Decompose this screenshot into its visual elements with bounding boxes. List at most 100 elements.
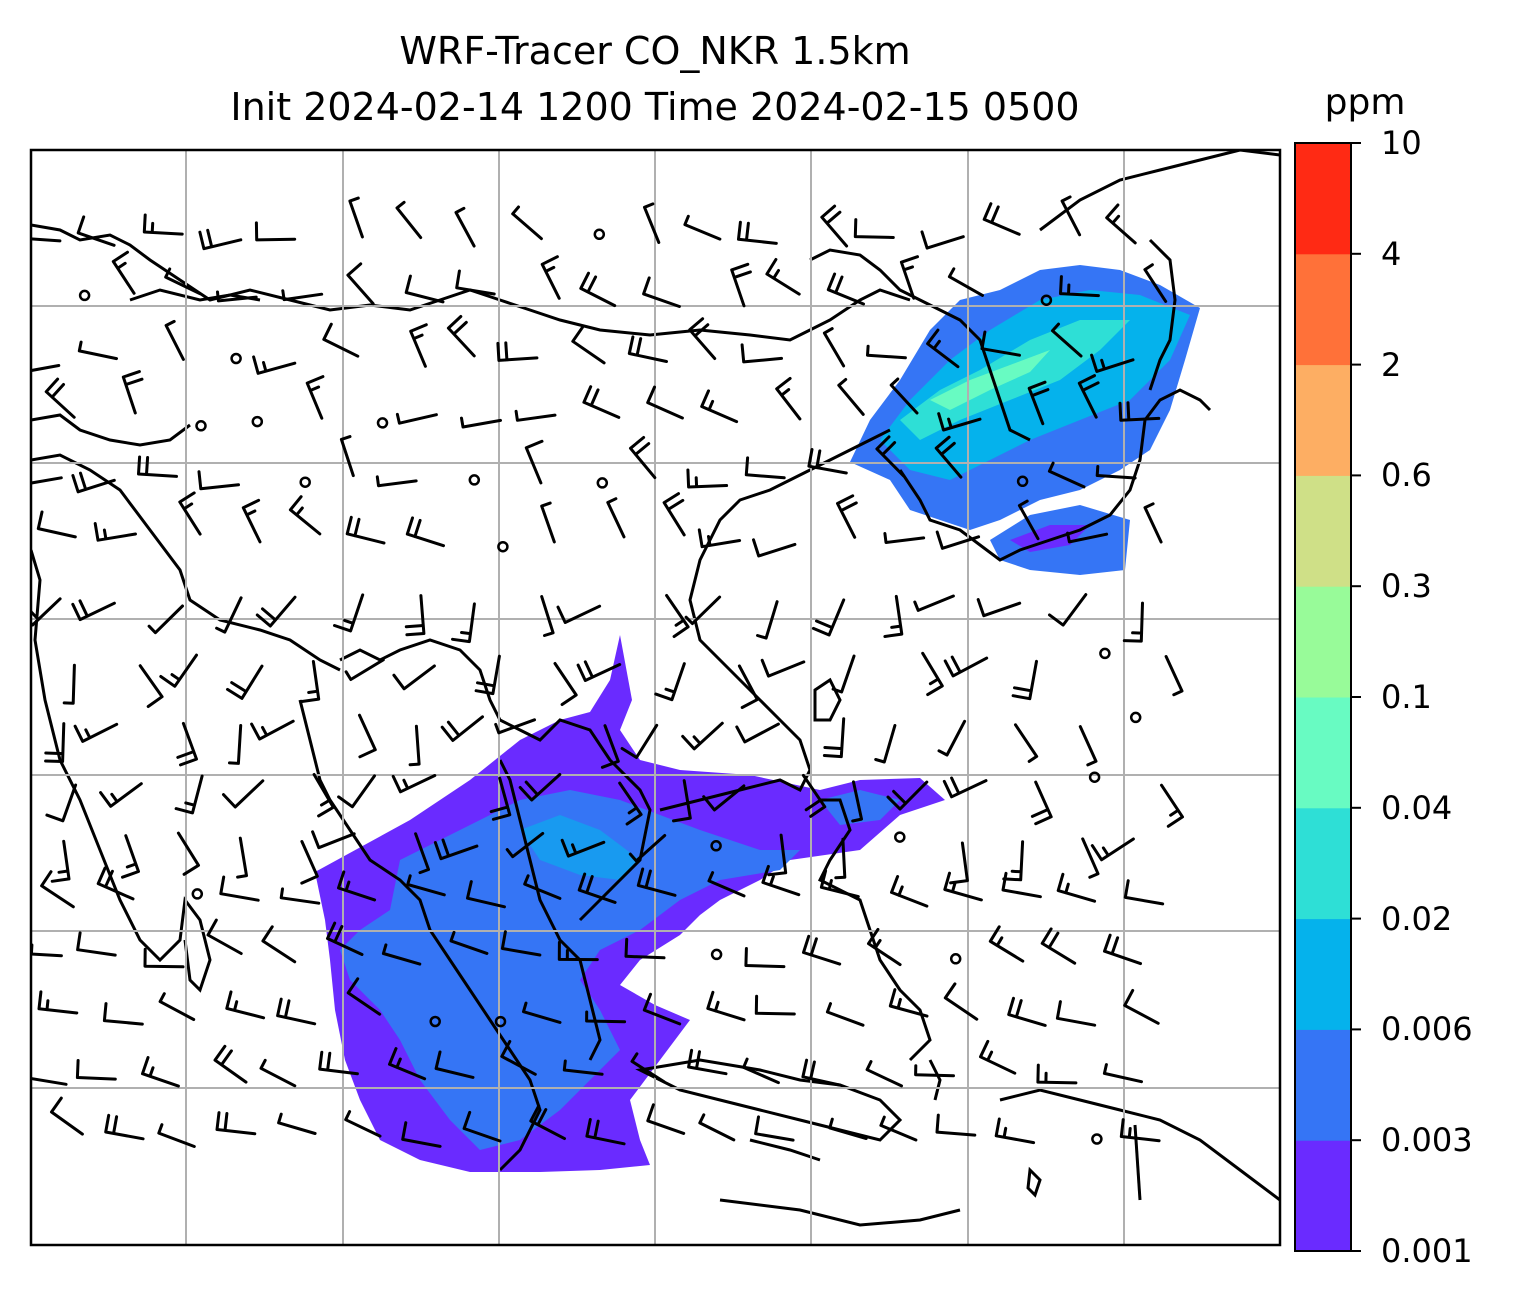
calm-wind-circle xyxy=(949,953,962,965)
wind-barb xyxy=(1007,996,1047,1027)
wind-barb xyxy=(982,202,1021,236)
wind-barb xyxy=(684,595,722,626)
wind-barb xyxy=(252,355,297,375)
wind-barb xyxy=(702,784,746,812)
wind-barb xyxy=(775,376,802,421)
wind-barb xyxy=(93,522,137,542)
wind-barb xyxy=(825,1002,865,1027)
colorbar-tick-label: 0.001 xyxy=(1381,1232,1473,1270)
wind-barb xyxy=(44,377,76,419)
calm-wind-circle xyxy=(1016,475,1029,488)
wind-barb xyxy=(1122,601,1144,643)
wind-barb xyxy=(807,448,848,475)
wind-barb xyxy=(760,658,806,678)
wind-barb xyxy=(646,1103,686,1135)
wind-barb xyxy=(250,719,295,741)
wind-barb xyxy=(529,1104,566,1141)
colorbar-tick-label: 2 xyxy=(1381,345,1402,384)
wind-barb xyxy=(1103,933,1142,966)
wind-barb xyxy=(1011,659,1038,701)
wind-barb xyxy=(562,1059,604,1076)
wind-barb xyxy=(40,870,75,909)
wind-barb xyxy=(215,596,243,634)
wind-barb xyxy=(553,662,578,706)
wind-barb xyxy=(392,664,436,691)
wind-barb xyxy=(1105,203,1137,245)
colorbar-tick-label: 4 xyxy=(1381,234,1402,273)
wind-barb xyxy=(522,1001,562,1024)
wind-barb xyxy=(935,1113,977,1137)
colorbar-segment xyxy=(1295,143,1351,255)
wind-barb xyxy=(1090,837,1135,862)
wind-barb xyxy=(138,664,164,708)
wind-barb xyxy=(1027,380,1050,426)
wind-barb xyxy=(261,925,297,964)
wind-barb xyxy=(1040,927,1077,965)
wind-barb xyxy=(899,255,919,300)
wind-barb xyxy=(851,780,863,823)
wind-barb xyxy=(707,871,746,898)
wind-barb xyxy=(890,875,929,908)
wind-barb xyxy=(1102,1063,1143,1084)
wind-barb xyxy=(344,658,385,681)
wind-barb xyxy=(322,322,360,358)
wind-barb xyxy=(523,874,562,900)
wind-barb xyxy=(255,595,297,628)
wind-barb xyxy=(742,1057,780,1085)
wind-barb xyxy=(765,258,801,296)
wind-barb xyxy=(345,515,386,545)
wind-barb xyxy=(178,491,202,536)
wind-barb xyxy=(681,721,724,751)
wind-barb xyxy=(254,221,297,242)
wind-barb xyxy=(36,510,77,539)
wind-barb xyxy=(505,831,545,859)
wind-barb xyxy=(1030,780,1053,826)
wind-barb xyxy=(744,947,786,969)
wind-barb xyxy=(514,409,557,422)
calm-wind-circle xyxy=(376,417,389,429)
calm-wind-circle xyxy=(710,948,723,961)
calm-wind-circle xyxy=(251,415,264,428)
wind-barb xyxy=(164,319,185,361)
wind-barb xyxy=(744,456,786,480)
wind-barb xyxy=(414,832,430,875)
wind-barb xyxy=(1143,263,1168,303)
wind-barb xyxy=(348,196,364,239)
wind-barb xyxy=(358,713,377,759)
wind-barb xyxy=(920,230,965,250)
calm-wind-circle xyxy=(468,474,481,486)
wind-barb xyxy=(279,887,321,905)
wind-barb xyxy=(943,655,989,678)
wind-barb xyxy=(697,528,742,549)
wind-barb xyxy=(801,1058,842,1087)
wind-barb xyxy=(449,930,489,955)
wind-barb xyxy=(337,774,376,809)
calm-wind-circle xyxy=(299,476,311,488)
wind-barb xyxy=(576,660,622,682)
wind-barb xyxy=(76,215,116,247)
wind-barb xyxy=(1056,872,1097,903)
wind-barb xyxy=(1001,871,1042,899)
wind-barb xyxy=(629,436,657,480)
wind-barb xyxy=(300,840,319,885)
wind-barb xyxy=(582,385,621,419)
wind-barb xyxy=(511,205,543,241)
wind-barb xyxy=(867,927,902,967)
wind-barb xyxy=(451,602,476,644)
wind-barb xyxy=(222,779,265,809)
wind-barb xyxy=(500,1039,537,1076)
wind-barb xyxy=(288,495,322,536)
wind-barb xyxy=(1090,353,1135,373)
wind-barb xyxy=(77,340,118,361)
wind-barb xyxy=(76,931,117,957)
wind-barb xyxy=(159,653,198,688)
wind-barb xyxy=(216,290,258,303)
calm-wind-circle xyxy=(1040,294,1053,306)
wind-barb xyxy=(865,1060,903,1088)
wind-barb xyxy=(737,664,759,709)
wind-barb xyxy=(926,328,960,369)
wind-barb xyxy=(801,773,827,818)
calm-wind-circle xyxy=(894,831,906,843)
wind-barb xyxy=(1066,531,1109,544)
wind-barb xyxy=(577,872,617,904)
